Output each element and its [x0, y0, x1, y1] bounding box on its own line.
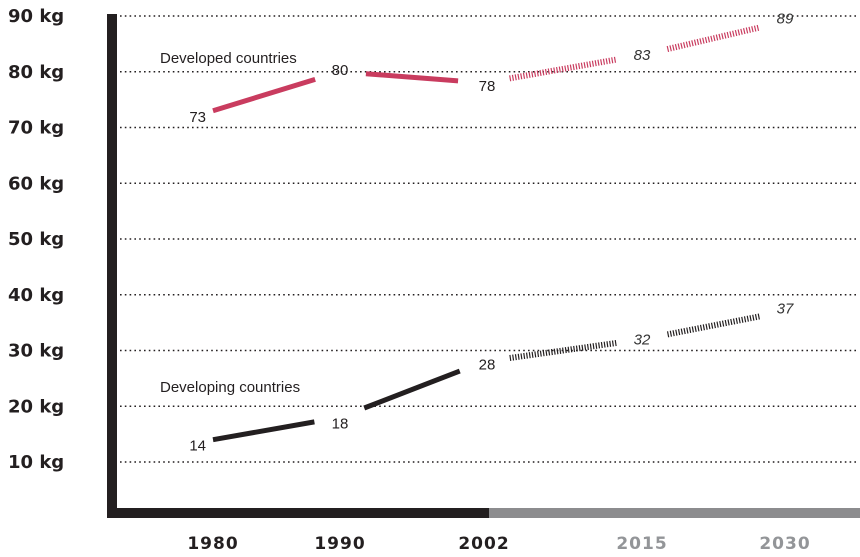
- y-tick-label: 90 kg: [8, 6, 64, 27]
- y-tick-label: 80 kg: [8, 62, 64, 83]
- y-tick-label: 10 kg: [8, 452, 64, 473]
- data-labels: Developed countries 73 80 78 83 89 Developing …: [160, 11, 794, 455]
- x-axis-line: [107, 508, 489, 518]
- developing-data-label: 37: [777, 300, 794, 317]
- y-tick-label: 70 kg: [8, 118, 64, 139]
- developed-data-label: 78: [479, 78, 496, 95]
- y-tick-label: 20 kg: [8, 396, 64, 417]
- y-tick-label: 40 kg: [8, 285, 64, 306]
- developed-data-label: 73: [189, 109, 206, 126]
- developing-series-segment: [509, 340, 617, 361]
- developed-data-label: 80: [332, 62, 349, 79]
- developed-series-segment: [365, 71, 459, 84]
- developing-data-label: 28: [479, 357, 496, 374]
- x-tick-label: 1980: [187, 534, 238, 554]
- y-axis-line: [107, 14, 117, 518]
- developing-series-segment: [363, 368, 461, 411]
- developing-series-segment: [212, 419, 315, 443]
- developing-series-name: Developing countries: [160, 379, 300, 396]
- x-tick-label: 1990: [314, 534, 365, 554]
- axes: [107, 14, 860, 518]
- developing-series-segment: [666, 313, 761, 338]
- developed-data-label: 89: [777, 11, 794, 28]
- x-tick-label: 2002: [458, 534, 509, 554]
- y-tick-label: 30 kg: [8, 341, 64, 362]
- y-tick-label: 50 kg: [8, 229, 64, 250]
- developing-data-label: 32: [634, 331, 651, 348]
- developed-series-segment: [212, 76, 316, 114]
- developed-series-name: Developed countries: [160, 50, 297, 67]
- developing-data-label: 14: [189, 438, 206, 455]
- developed-series-segment: [509, 56, 617, 82]
- y-axis-tick-labels: 90 kg 80 kg 70 kg 60 kg 50 kg 40 kg 30 kg 20 kg…: [8, 6, 64, 473]
- x-tick-label: 2015: [616, 534, 667, 554]
- developed-series-segment: [666, 24, 761, 53]
- x-tick-label: 2030: [759, 534, 810, 554]
- series-lines: [212, 24, 761, 443]
- y-tick-label: 60 kg: [8, 173, 64, 194]
- developing-data-label: 18: [332, 415, 349, 432]
- x-axis-tick-labels: 1980 1990 2002 2015 2030: [187, 534, 810, 554]
- developed-data-label: 83: [634, 47, 651, 64]
- x-axis-projected-segment: [489, 508, 860, 518]
